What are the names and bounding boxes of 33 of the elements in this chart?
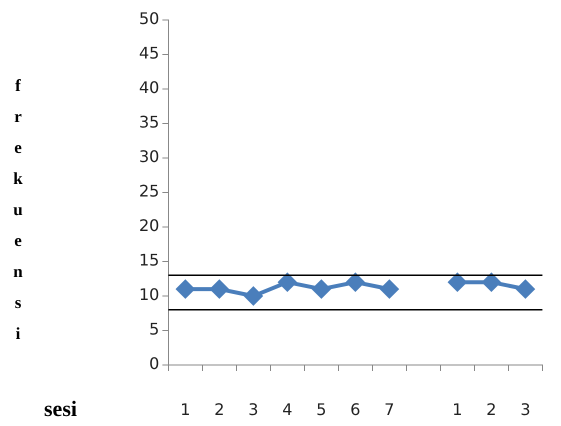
y-tick-label: 45 — [139, 44, 160, 63]
point — [176, 280, 194, 298]
y-tick-label: 20 — [139, 216, 160, 236]
y-tick-label: 35 — [139, 112, 160, 132]
point — [278, 273, 296, 292]
y-tick-label: 0 — [149, 354, 160, 374]
x-tick-label: 3 — [248, 400, 258, 419]
x-axis-title: sesi — [44, 396, 77, 422]
y-tick-label: 10 — [139, 285, 160, 304]
x-tick-label: 5 — [316, 400, 326, 419]
y-tick-label: 30 — [139, 147, 160, 166]
x-tick-label: 6 — [350, 400, 360, 419]
y-tick-label: 25 — [139, 182, 160, 201]
y-tick-label: 50 — [139, 9, 160, 28]
point — [516, 280, 534, 298]
x-tick-label: 2 — [214, 400, 224, 419]
point — [210, 280, 228, 298]
x-tick-label: 4 — [282, 400, 292, 419]
point — [244, 287, 262, 305]
y-tick-label: 40 — [139, 78, 160, 98]
x-tick-label: 1 — [452, 400, 462, 419]
text: frekuensi — [13, 76, 23, 343]
point — [346, 273, 364, 292]
y-tick-label: 15 — [139, 250, 160, 270]
point — [448, 273, 466, 292]
point — [312, 280, 330, 298]
x-tick-label: 2 — [486, 400, 496, 419]
y-tick-label: 5 — [149, 320, 160, 339]
x-tick-label: 1 — [180, 400, 190, 419]
x-tick-label: 7 — [384, 400, 394, 419]
point — [380, 280, 398, 298]
point — [482, 273, 500, 292]
x-tick-label: 3 — [520, 400, 531, 419]
